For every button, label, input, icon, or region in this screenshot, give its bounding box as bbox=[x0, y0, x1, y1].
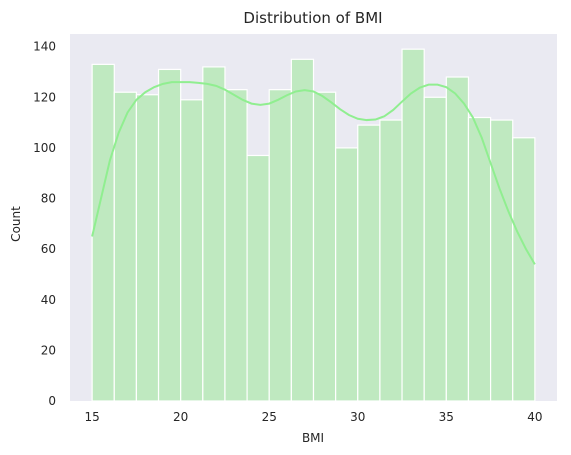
histogram-bar bbox=[489, 119, 514, 402]
histogram-bar bbox=[202, 66, 226, 402]
x-axis-ticks: 15 20 25 30 35 40 bbox=[84, 410, 542, 424]
x-tick-label: 30 bbox=[350, 410, 365, 424]
histogram-bar bbox=[91, 63, 115, 402]
y-tick-label: 140 bbox=[33, 40, 56, 54]
y-axis-ticks: 0 20 40 60 80 100 120 140 bbox=[33, 40, 56, 408]
x-tick-label: 20 bbox=[173, 410, 188, 424]
histogram-bar bbox=[401, 48, 425, 402]
y-tick-label: 20 bbox=[41, 343, 56, 357]
histogram-bar bbox=[467, 116, 492, 402]
histogram-bar bbox=[290, 58, 315, 402]
x-tick-label: 25 bbox=[262, 410, 277, 424]
histogram-bar bbox=[157, 68, 182, 402]
x-tick-label: 40 bbox=[527, 410, 542, 424]
y-tick-label: 80 bbox=[41, 192, 56, 206]
y-tick-label: 100 bbox=[33, 141, 56, 155]
y-tick-label: 120 bbox=[33, 90, 56, 104]
y-tick-label: 0 bbox=[48, 394, 56, 408]
histogram-bar bbox=[180, 99, 204, 402]
histogram-bar bbox=[246, 154, 270, 402]
histogram-bar bbox=[357, 124, 381, 402]
y-tick-label: 40 bbox=[41, 293, 56, 307]
y-axis-label: Count bbox=[9, 206, 23, 242]
histogram-bar bbox=[445, 76, 470, 402]
histogram-bar bbox=[423, 96, 447, 402]
histogram-bar bbox=[335, 147, 359, 402]
x-tick-label: 35 bbox=[439, 410, 454, 424]
histogram-bar bbox=[512, 137, 536, 402]
histogram-bar bbox=[268, 89, 292, 402]
chart-title: Distribution of BMI bbox=[243, 9, 382, 27]
x-tick-label: 15 bbox=[84, 410, 99, 424]
x-axis-label: BMI bbox=[302, 431, 324, 445]
histogram-bars bbox=[91, 48, 536, 402]
histogram-bar bbox=[135, 94, 160, 402]
histogram-bar bbox=[224, 89, 248, 402]
kde-curve bbox=[91, 81, 536, 265]
histogram-bar bbox=[379, 119, 403, 402]
y-tick-label: 60 bbox=[41, 242, 56, 256]
histogram-bar bbox=[312, 91, 337, 402]
